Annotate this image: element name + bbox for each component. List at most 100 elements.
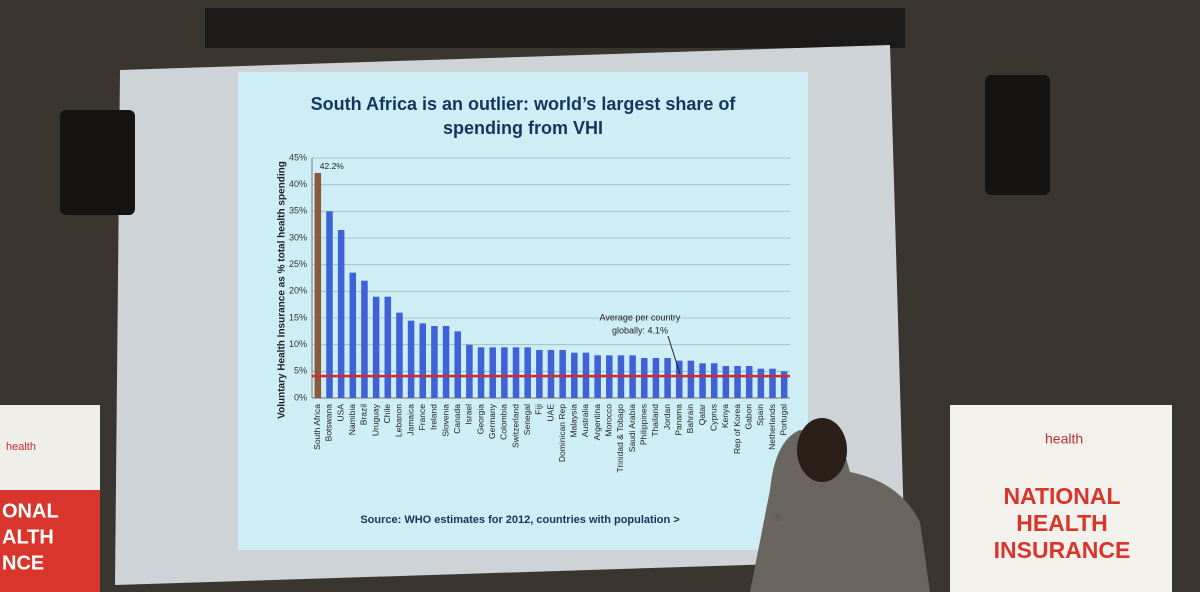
chart-title: South Africa is an outlier: world’s larg… [311,94,737,138]
x-tick-label: Thailand [650,404,660,437]
bar [699,363,706,398]
bar [559,350,566,398]
x-tick-label: Fiji [534,404,544,415]
x-tick-label: Qatar [697,404,707,425]
y-axis-label: Voluntary Health Insurance as % total he… [277,161,288,419]
y-tick-label: 15% [289,312,307,322]
bar [757,368,765,398]
bar [780,371,788,398]
x-tick-label: Morocco [604,404,614,437]
x-tick-label: Cyprus [708,404,718,431]
x-tick-label: Trinidad & Tobago [615,404,625,473]
y-tick-label: 20% [289,286,307,296]
average-label: Average per country [600,312,681,322]
x-tick-label: Switzerland [510,404,520,448]
x-tick-label: Senegal [522,404,532,435]
x-tick-label: Jordan [662,404,672,430]
average-label: globally: 4.1% [612,325,668,335]
x-tick-label: Germany [487,403,497,439]
x-tick-label: Netherlands [767,404,777,450]
x-tick-label: Dominican Rep [557,404,567,462]
page-number: 8 [775,513,781,524]
x-tick-label: Argentina [592,404,602,441]
speaker-right [985,75,1050,195]
bar [384,296,392,398]
average-arrow [667,335,681,375]
left-banner-brand: health [6,441,36,453]
bar [652,358,660,398]
x-tick-label: Botswana [324,404,334,442]
bar [722,366,730,398]
right-banner-text: HEALTH [1016,510,1108,536]
x-tick-label: Colombia [499,404,509,440]
left-banner-text: ALTH [2,526,54,548]
bar [454,331,461,398]
bar [314,172,322,398]
bar [734,366,741,398]
bar [442,326,450,398]
right-banner-text: NATIONAL [1003,483,1120,509]
bar [547,350,555,398]
bar [769,368,776,398]
value-label: 42.2% [320,161,345,171]
y-tick-label: 10% [289,339,307,349]
bar [372,296,380,398]
x-tick-label: USA [335,404,345,422]
x-tick-label: Ireland [429,404,439,430]
right-banner-brand: health [1045,431,1083,447]
x-tick-label: Gabon [743,404,753,430]
bar [745,366,753,398]
x-tick-label: Georgia [475,404,485,435]
bar [396,312,403,398]
bar [419,323,427,398]
source-note: Source: WHO estimates for 2012, countrie… [360,514,679,526]
x-tick-label: Israel [464,404,474,425]
x-tick-label: Uruguay [370,403,380,436]
bar [466,344,473,398]
presenter [750,430,930,592]
right-banner [950,405,1172,592]
bar [349,272,357,398]
x-tick-label: Chile [382,404,392,424]
x-tick-label: Saudi Arabia [627,404,637,452]
bar [337,230,345,398]
bar [687,360,695,398]
x-tick-label: Malaysia [569,404,579,438]
bar [407,320,415,398]
bar [536,350,543,398]
x-tick-label: Australia [580,404,590,437]
x-tick-label: France [417,404,427,431]
x-tick-label: Lebanon [394,404,404,437]
x-tick-label: Canada [452,404,462,434]
presenter-head [797,418,847,482]
bar [512,347,520,398]
x-tick-label: Bahrain [685,404,695,434]
bar [326,211,333,398]
x-tick-label: Spain [755,404,765,426]
x-tick-label: South Africa [312,404,322,450]
slide [238,72,808,550]
y-tick-label: 25% [289,259,307,269]
x-tick-label: Brazil [359,404,369,425]
bar [501,347,508,398]
bar [524,347,531,398]
x-tick-label: Philippines [639,404,649,445]
x-tick-label: Panama [673,404,683,436]
y-tick-label: 35% [289,206,307,216]
screen-housing [205,8,905,48]
x-tick-label: Slovenia [440,404,450,437]
bar [675,360,683,398]
x-tick-label: Namibia [347,404,357,435]
y-tick-label: 5% [294,366,307,376]
x-tick-label: Jamaica [405,404,415,436]
speaker-left [60,110,135,215]
bar [489,347,496,398]
y-tick-label: 40% [289,179,307,189]
right-banner-text: INSURANCE [994,537,1131,563]
left-banner-band [0,490,100,592]
y-tick-label: 45% [289,152,307,162]
bar [361,280,368,398]
bar [641,358,648,398]
